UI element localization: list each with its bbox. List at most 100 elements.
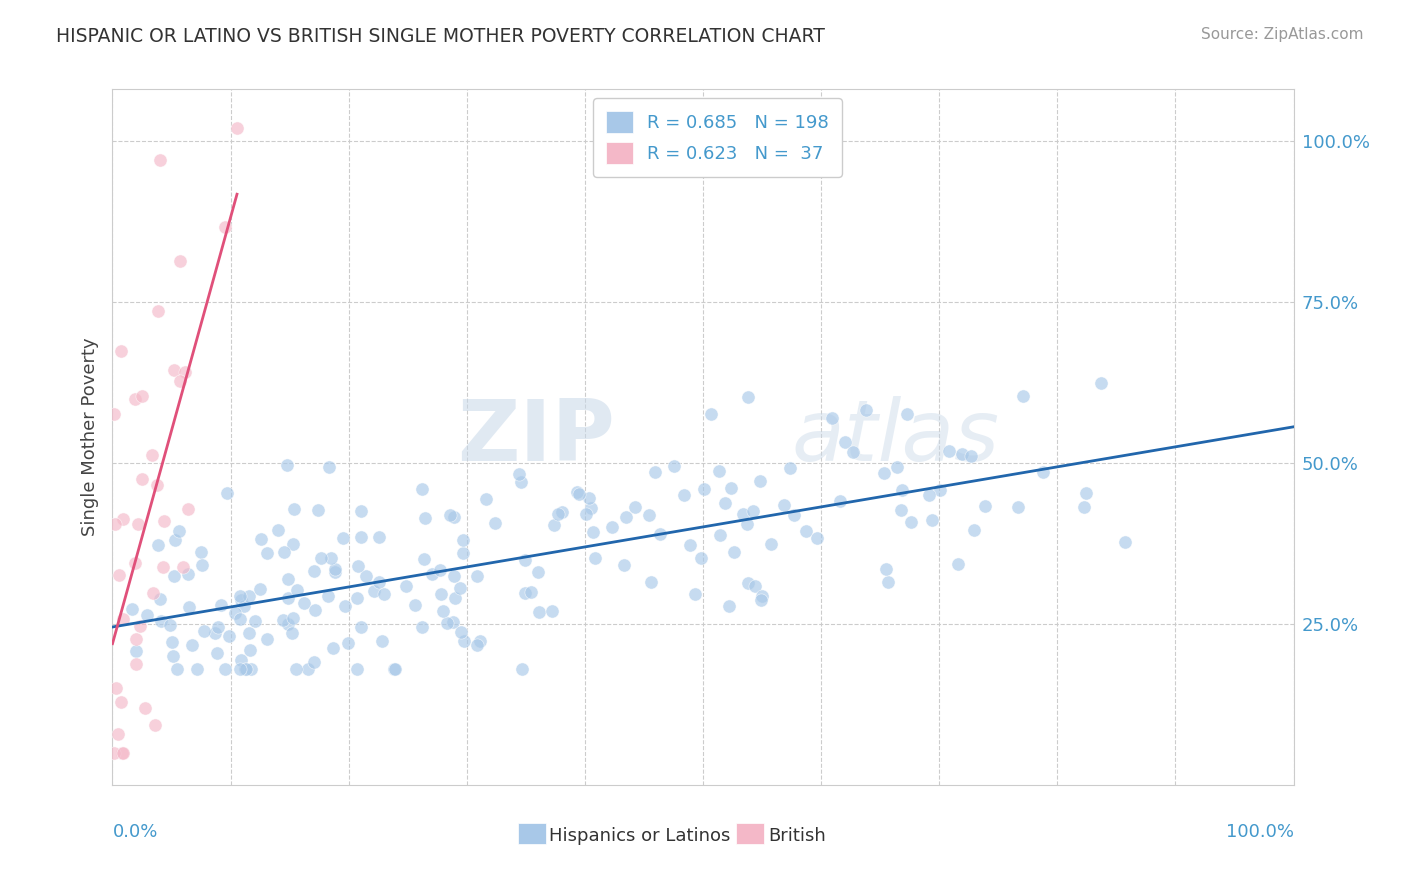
Point — [779, 461, 801, 475]
Point — [165, 533, 187, 547]
Point — [142, 586, 165, 600]
Point — [368, 531, 391, 545]
Point — [336, 635, 359, 649]
Point — [281, 536, 304, 550]
Point — [304, 655, 326, 669]
Point — [436, 616, 458, 631]
Point — [1090, 376, 1112, 390]
Point — [468, 634, 491, 648]
Point — [723, 545, 745, 559]
Point — [304, 603, 326, 617]
Point — [921, 513, 943, 527]
Point — [346, 558, 368, 573]
Point — [742, 504, 765, 518]
Point — [323, 562, 346, 576]
Point — [110, 695, 132, 709]
Point — [136, 607, 159, 622]
Point — [565, 484, 588, 499]
Point — [162, 648, 184, 663]
Point — [174, 365, 197, 379]
Point — [131, 472, 153, 486]
Point — [125, 657, 148, 672]
Point — [250, 532, 273, 546]
Point — [316, 589, 339, 603]
Text: Hispanics or Latinos: Hispanics or Latinos — [550, 827, 731, 845]
Point — [430, 587, 453, 601]
Point — [193, 624, 215, 639]
Point — [540, 604, 562, 618]
Point — [662, 458, 685, 473]
Point — [551, 505, 574, 519]
Point — [256, 546, 278, 560]
Point — [350, 503, 373, 517]
Point — [413, 551, 436, 566]
Point — [783, 508, 806, 522]
Point — [700, 407, 723, 421]
Point — [141, 448, 163, 462]
Point — [302, 565, 325, 579]
Point — [177, 600, 200, 615]
Point — [451, 533, 474, 548]
Point — [842, 444, 865, 458]
Point — [229, 653, 252, 667]
Point — [963, 523, 986, 537]
Point — [821, 411, 844, 425]
Point — [163, 363, 186, 377]
Point — [578, 491, 600, 505]
Point — [465, 569, 488, 583]
Point — [134, 701, 156, 715]
Point — [125, 632, 148, 646]
Point — [214, 662, 236, 676]
Point — [806, 531, 828, 545]
Point — [349, 530, 371, 544]
Point — [527, 605, 550, 619]
Point — [322, 640, 344, 655]
Point — [229, 662, 252, 676]
Point — [679, 538, 702, 552]
Point — [127, 516, 149, 531]
Point — [104, 517, 127, 532]
Point — [441, 615, 464, 629]
Point — [582, 525, 605, 540]
Point — [146, 477, 169, 491]
Point — [285, 582, 308, 597]
Point — [1012, 389, 1035, 403]
Point — [896, 407, 918, 421]
Point — [451, 546, 474, 560]
Point — [772, 498, 794, 512]
Point — [110, 343, 132, 358]
Point — [318, 460, 340, 475]
Point — [429, 563, 451, 577]
Point — [277, 591, 299, 605]
Point — [928, 483, 950, 497]
Point — [748, 474, 770, 488]
Point — [271, 613, 294, 627]
Point — [350, 620, 373, 634]
Point — [830, 494, 852, 508]
Point — [411, 483, 433, 497]
Point — [167, 524, 190, 539]
Point — [938, 443, 960, 458]
Point — [731, 507, 754, 521]
Point — [146, 538, 169, 552]
Point — [918, 488, 941, 502]
Point — [277, 572, 299, 586]
Point — [1114, 534, 1136, 549]
Point — [834, 434, 856, 449]
Point — [277, 617, 299, 632]
Point — [323, 565, 346, 579]
Point — [720, 481, 742, 495]
Point — [354, 569, 377, 583]
Point — [162, 635, 184, 649]
Point — [209, 598, 232, 612]
Point — [395, 579, 418, 593]
Point — [575, 507, 598, 521]
Legend: R = 0.685   N = 198, R = 0.623   N =  37: R = 0.685 N = 198, R = 0.623 N = 37 — [593, 98, 842, 177]
Point — [404, 598, 426, 612]
Point — [581, 501, 603, 516]
Point — [873, 467, 896, 481]
Point — [508, 467, 530, 481]
Point — [131, 389, 153, 403]
Point — [890, 503, 912, 517]
Point — [737, 576, 759, 591]
